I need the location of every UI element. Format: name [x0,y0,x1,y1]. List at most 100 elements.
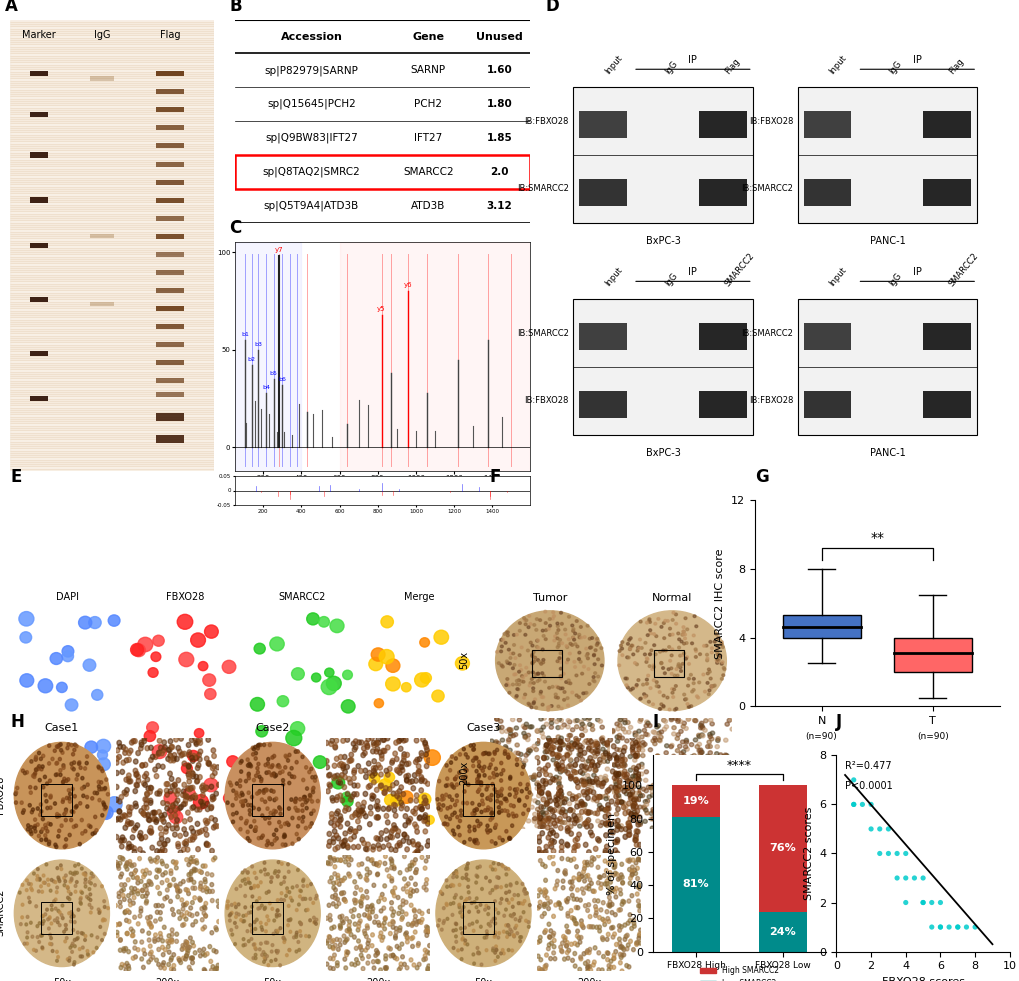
Circle shape [550,818,554,822]
Circle shape [24,923,28,926]
Circle shape [145,805,149,810]
Circle shape [532,773,536,777]
Circle shape [43,919,45,922]
Circle shape [190,877,193,881]
Circle shape [495,749,498,751]
Circle shape [586,850,591,854]
Circle shape [652,736,656,741]
Circle shape [413,882,417,887]
Circle shape [567,792,572,796]
Circle shape [346,857,350,861]
Circle shape [715,661,718,664]
Circle shape [548,900,551,904]
Circle shape [36,806,40,810]
Circle shape [524,634,526,636]
Circle shape [92,875,95,878]
Circle shape [630,774,635,778]
Circle shape [153,858,157,862]
Bar [10,346,214,349]
Circle shape [535,800,539,804]
Circle shape [636,649,638,652]
Circle shape [466,943,469,946]
Circle shape [474,756,477,760]
Circle shape [333,893,337,898]
Circle shape [209,805,213,810]
Circle shape [677,815,681,819]
Circle shape [612,840,616,845]
Circle shape [522,890,525,893]
Circle shape [662,637,665,640]
Circle shape [168,808,173,813]
Circle shape [244,882,247,885]
Circle shape [598,886,602,890]
Circle shape [485,788,488,791]
Circle shape [174,939,178,944]
Circle shape [302,885,305,888]
Circle shape [210,849,214,853]
Circle shape [590,637,593,640]
Circle shape [267,816,270,819]
Circle shape [342,876,346,880]
Circle shape [709,793,714,797]
Text: Flag: Flag [947,57,965,76]
Circle shape [479,822,482,826]
Circle shape [175,798,179,803]
Circle shape [719,643,722,645]
Circle shape [389,876,393,881]
Circle shape [457,793,470,805]
Circle shape [338,754,342,759]
Circle shape [296,908,298,911]
Circle shape [167,962,170,966]
Circle shape [616,781,622,785]
Circle shape [155,849,159,853]
Circle shape [404,912,408,916]
Circle shape [190,826,194,831]
Circle shape [183,888,187,892]
Circle shape [437,802,440,806]
Circle shape [127,821,132,826]
Circle shape [622,769,627,774]
Circle shape [133,759,138,764]
Circle shape [238,885,242,888]
Circle shape [541,696,544,698]
Circle shape [345,937,348,941]
Circle shape [116,816,121,821]
Circle shape [155,958,158,962]
Circle shape [571,849,576,853]
Circle shape [306,799,309,802]
Circle shape [557,746,561,750]
Bar [10,139,214,141]
Circle shape [93,791,96,795]
Circle shape [532,799,537,802]
Circle shape [181,847,185,852]
Circle shape [531,777,535,782]
Circle shape [126,878,129,882]
Circle shape [567,682,570,685]
Circle shape [263,960,265,963]
Circle shape [210,765,215,771]
Circle shape [691,753,696,757]
Circle shape [146,786,151,791]
Point [897,895,913,910]
Circle shape [608,785,612,790]
Circle shape [249,825,252,828]
Circle shape [488,799,491,801]
Circle shape [582,750,586,755]
Circle shape [442,822,445,826]
Circle shape [254,947,256,950]
Circle shape [542,635,544,638]
Circle shape [626,785,630,791]
Circle shape [252,806,255,809]
Circle shape [401,738,406,743]
Circle shape [513,733,518,737]
Circle shape [604,937,608,942]
Circle shape [611,873,614,877]
Circle shape [589,881,593,886]
Circle shape [44,794,47,797]
Point [845,797,861,812]
Circle shape [592,890,596,894]
Circle shape [622,757,627,762]
Circle shape [408,816,413,821]
Circle shape [584,647,587,650]
Circle shape [630,869,633,874]
